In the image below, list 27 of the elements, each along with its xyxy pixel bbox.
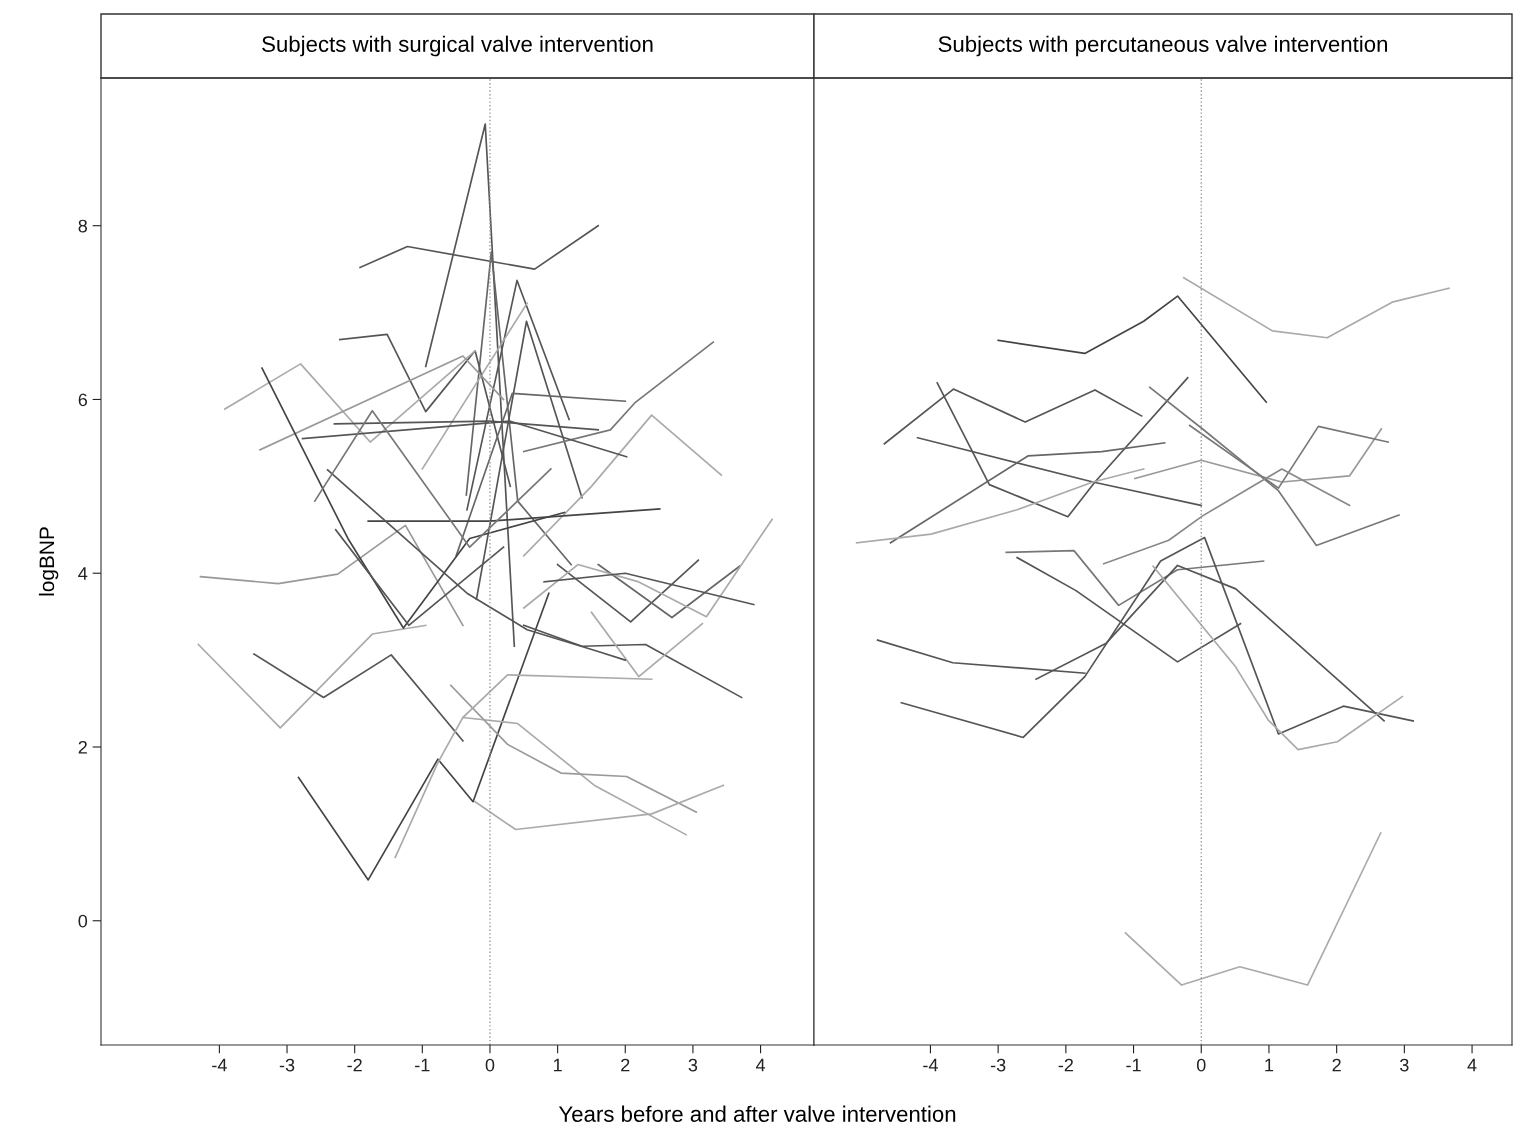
x-tick-label: -3 — [279, 1058, 295, 1072]
x-tick-label: 0 — [1196, 1058, 1206, 1072]
y-tick-label: 6 — [78, 393, 88, 407]
y-axis-title: logBNP — [38, 527, 59, 596]
x-tick-label: 1 — [553, 1058, 562, 1072]
x-tick-label: -1 — [415, 1058, 430, 1072]
x-tick-label: -1 — [1126, 1058, 1141, 1072]
y-tick-label: 8 — [78, 219, 88, 233]
chart-title: Subjects with surgical valve intervention — [262, 35, 653, 57]
y-tick-label: 0 — [78, 914, 88, 928]
x-tick-label: 2 — [1332, 1058, 1341, 1072]
x-tick-label: 3 — [688, 1058, 698, 1072]
x-tick-label: -4 — [923, 1058, 938, 1072]
chart-title: Subjects with percutaneous valve intervention — [938, 35, 1388, 57]
x-tick-label: 4 — [1467, 1058, 1477, 1072]
y-tick-label: 2 — [78, 740, 87, 754]
x-tick-label: -2 — [1058, 1058, 1073, 1072]
x-tick-label: 3 — [1400, 1058, 1409, 1072]
y-tick-label: 4 — [78, 567, 88, 580]
x-tick-label: 1 — [1265, 1058, 1274, 1072]
x-tick-label: 4 — [755, 1058, 766, 1072]
x-tick-label: -3 — [990, 1058, 1006, 1072]
x-tick-label: -2 — [347, 1058, 362, 1072]
x-tick-label: 2 — [621, 1058, 630, 1072]
x-tick-label: 0 — [485, 1058, 495, 1072]
x-axis-title: Years before and after valve intervention — [558, 1105, 956, 1122]
x-tick-label: -4 — [212, 1058, 227, 1072]
